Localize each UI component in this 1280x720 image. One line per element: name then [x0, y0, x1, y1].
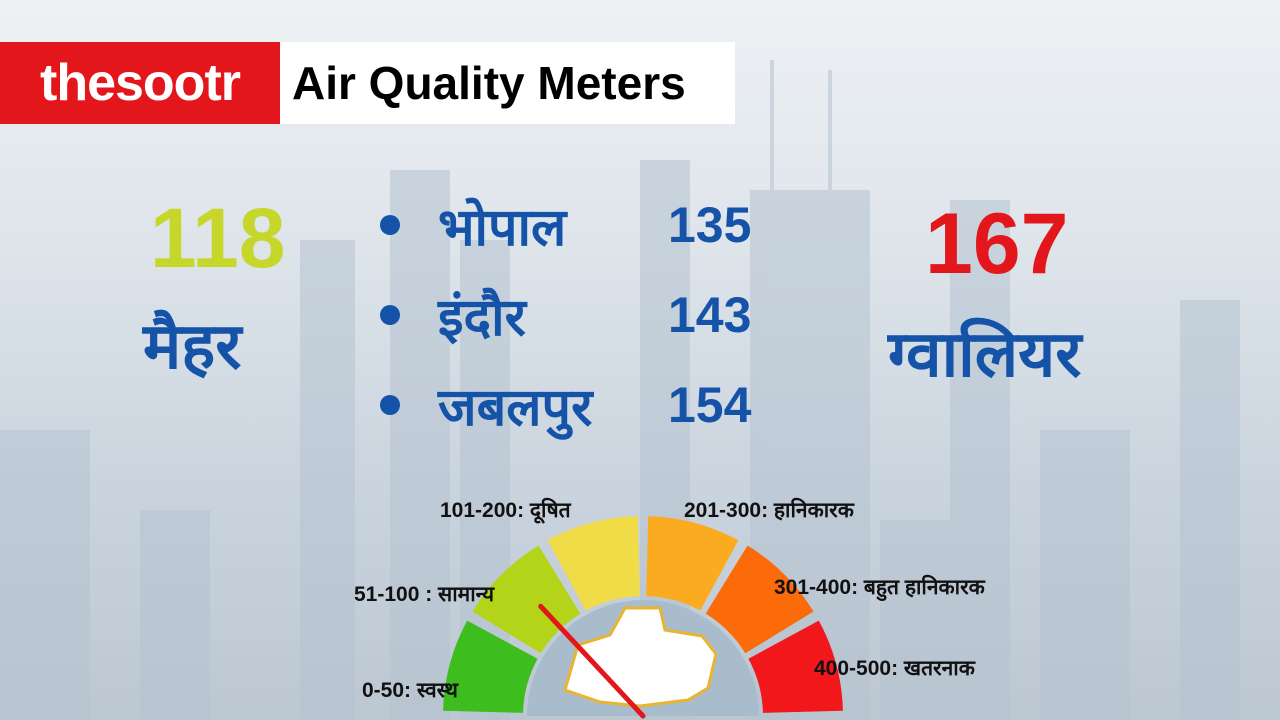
list-item: जबलपुर 154 — [380, 360, 751, 450]
gwalior-name: ग्वालियर — [888, 318, 1082, 390]
city-aqi: 135 — [668, 197, 752, 253]
title-banner: Air Quality Meters — [280, 42, 735, 124]
gauge-segment — [705, 545, 814, 654]
gauge-label-hazardous: 400-500: खतरनाक — [814, 657, 975, 680]
bullet-icon — [380, 305, 400, 325]
maihar-aqi: 118 — [150, 191, 286, 285]
list-item: इंदौर 143 — [380, 270, 751, 360]
city-name: भोपाल — [438, 198, 567, 257]
city-aqi: 143 — [668, 287, 752, 343]
maihar-name: मैहर — [143, 310, 242, 382]
gauge-segment — [472, 545, 581, 654]
gauge-segment — [646, 516, 739, 611]
gwalior-aqi: 167 — [925, 196, 1069, 292]
page-title: Air Quality Meters — [292, 57, 686, 109]
city-name: इंदौर — [438, 288, 526, 347]
gauge-segment — [748, 620, 843, 713]
list-item: भोपाल 135 — [380, 180, 751, 270]
gauge-label-healthy: 0-50: स्वस्थ — [362, 679, 458, 702]
gauge-label-polluted: 101-200: दूषित — [440, 499, 571, 522]
gauge-label-moderate: 51-100 : सामान्य — [354, 583, 495, 606]
gauge-needle — [538, 603, 646, 719]
gauge-label-very-harmful: 301-400: बहुत हानिकारक — [774, 576, 985, 599]
city-name: जबलपुर — [438, 378, 593, 437]
brand-name: thesootr — [40, 54, 241, 112]
madhya-pradesh-map-icon — [563, 606, 718, 708]
gauge-segment — [547, 516, 640, 611]
bullet-icon — [380, 215, 400, 235]
bullet-icon — [380, 395, 400, 415]
brand-logo: thesootr — [0, 42, 280, 124]
gauge-label-harmful: 201-300: हानिकारक — [684, 499, 854, 522]
gauge-segment — [443, 620, 538, 713]
city-aqi-list: भोपाल 135 इंदौर 143 जबलपुर 154 — [380, 180, 751, 450]
city-aqi: 154 — [668, 377, 752, 433]
